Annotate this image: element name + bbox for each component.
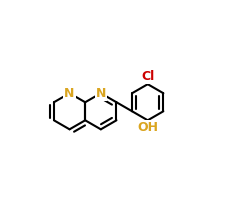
Text: N: N [64,87,75,100]
Text: Cl: Cl [141,70,154,83]
Text: N: N [96,87,106,100]
Text: OH: OH [137,121,158,134]
